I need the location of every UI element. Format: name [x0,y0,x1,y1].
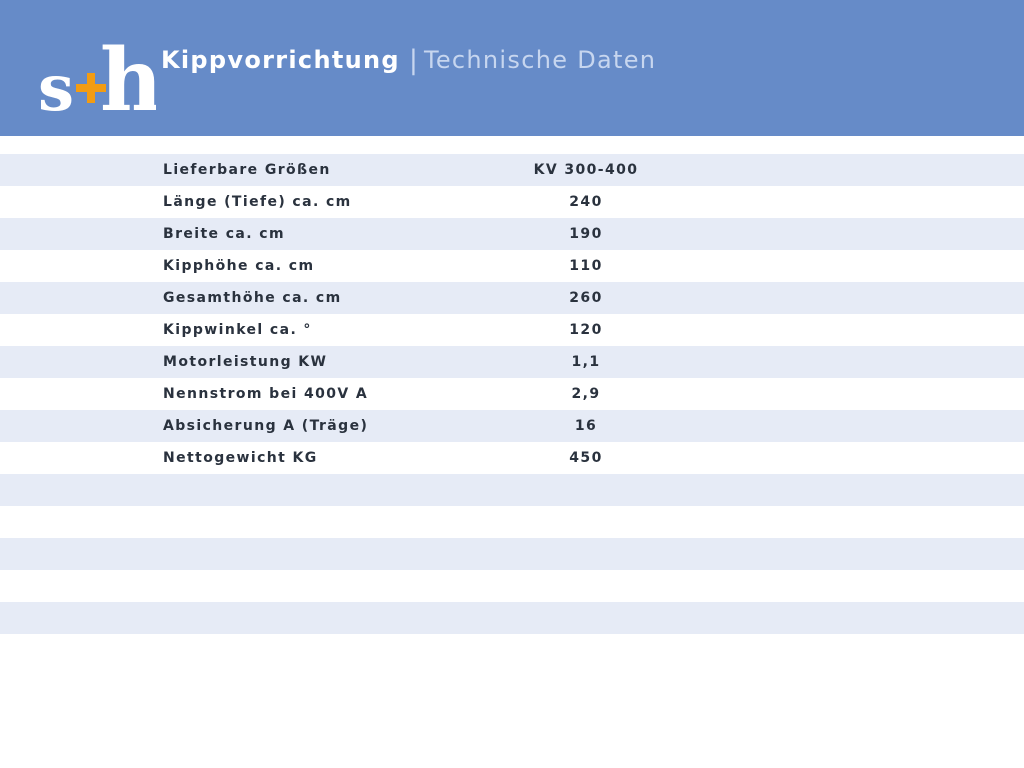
table-row [0,570,1024,602]
spec-value [486,570,686,602]
table-row: Nennstrom bei 400V A 2,9 [0,378,1024,410]
table-row: Breite ca. cm 190 [0,218,1024,250]
spec-value [486,602,686,634]
svg-text:h: h [100,40,156,116]
header-banner: s h Kippvorrichtung | Technische Daten [0,0,1024,136]
spec-table: Lieferbare Größen KV 300-400 Länge (Tiefe)… [0,154,1024,634]
page-subtitle: Technische Daten [423,46,657,74]
spec-value: KV 300-400 [533,162,639,178]
spec-value [486,474,686,506]
spec-label: Motorleistung KW [163,354,328,370]
table-row [0,538,1024,570]
table-row [0,506,1024,538]
table-row: Kippwinkel ca. ° 120 [0,314,1024,346]
header-title-group: Kippvorrichtung | Technische Daten [161,43,656,77]
table-row [0,602,1024,634]
spec-label: Länge (Tiefe) ca. cm [163,194,352,210]
spec-label: Breite ca. cm [163,226,285,242]
spec-value: 240 [569,194,603,210]
spec-value: 1,1 [571,354,601,370]
spec-label: Lieferbare Größen [163,162,331,178]
table-row: Absicherung A (Träge) 16 [0,410,1024,442]
spec-value: 16 [574,418,598,434]
spec-label: Nettogewicht KG [163,450,318,466]
spec-value: 2,9 [571,386,601,402]
spec-label: Nennstrom bei 400V A [163,386,369,402]
table-row: Gesamthöhe ca. cm 260 [0,282,1024,314]
page-title: Kippvorrichtung [161,46,400,74]
spec-label: Absicherung A (Träge) [163,418,369,434]
spec-label: Kipphöhe ca. cm [163,258,315,274]
table-row: Lieferbare Größen KV 300-400 [0,154,1024,186]
spec-value: 260 [569,290,603,306]
table-row [0,474,1024,506]
spec-label: Gesamthöhe ca. cm [163,290,342,306]
spec-value: 450 [569,450,603,466]
spec-value: 190 [569,226,603,242]
svg-text:s: s [38,51,74,116]
sh-logo: s h [38,40,156,116]
title-separator: | [408,44,418,76]
spec-value: 110 [569,258,603,274]
table-row: Länge (Tiefe) ca. cm 240 [0,186,1024,218]
table-row: Nettogewicht KG 450 [0,442,1024,474]
spec-label: Kippwinkel ca. ° [163,322,312,338]
table-row: Kipphöhe ca. cm 110 [0,250,1024,282]
spec-value [486,538,686,570]
table-row: Motorleistung KW 1,1 [0,346,1024,378]
spec-value [486,506,686,538]
spec-value: 120 [569,322,603,338]
